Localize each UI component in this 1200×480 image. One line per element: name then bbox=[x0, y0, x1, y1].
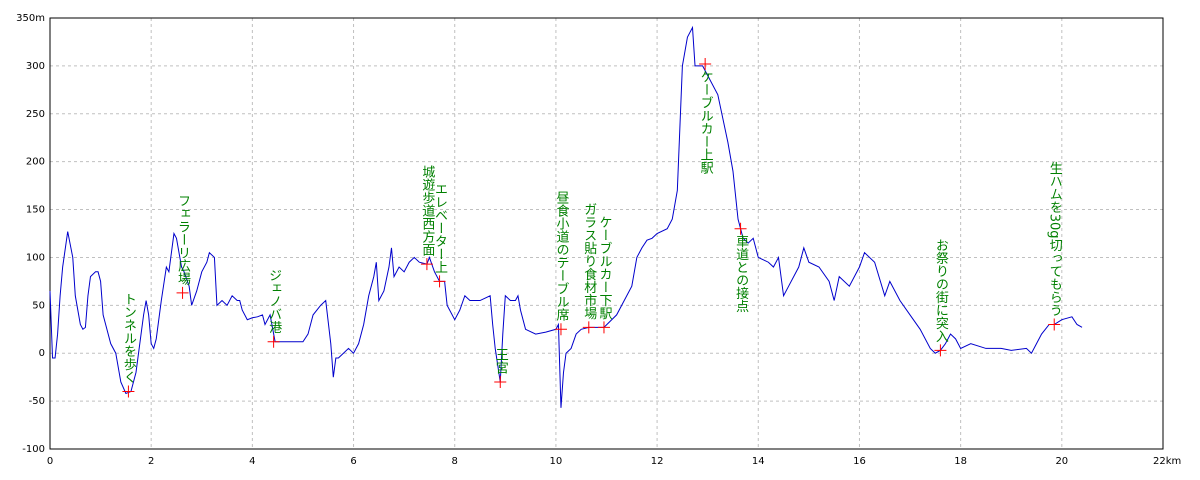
x-tick-label: 12 bbox=[651, 456, 664, 467]
y-tick-label: -50 bbox=[29, 396, 45, 407]
y-tick-label: -100 bbox=[22, 444, 45, 455]
annotation-marker bbox=[1048, 318, 1061, 331]
annotation-label: 車道との接点 bbox=[733, 235, 749, 313]
annotation-label: 城遊歩道西方面 bbox=[419, 165, 435, 256]
y-tick-label: 300 bbox=[26, 61, 45, 72]
annotation-label: ケーブルカー下駅 bbox=[596, 215, 612, 320]
y-tick-label: 150 bbox=[26, 205, 45, 216]
annotation-label: エレベーター上 bbox=[432, 182, 448, 273]
annotation-label: 王宮 bbox=[493, 348, 509, 374]
x-tick-label: 4 bbox=[249, 456, 255, 467]
x-tick-label: 2 bbox=[148, 456, 154, 467]
x-tick-label: 18 bbox=[954, 456, 967, 467]
x-tick-label: 14 bbox=[752, 456, 765, 467]
annotation-label: お祭りの街に突入 bbox=[933, 238, 949, 342]
annotation-label: ガラス貼り食材市場 bbox=[581, 202, 597, 319]
y-tick-label: 250 bbox=[26, 109, 45, 120]
x-tick-label: 0 bbox=[47, 456, 53, 467]
y-tick-label: 200 bbox=[26, 157, 45, 168]
annotation-label: フェラーリ広場 bbox=[175, 194, 191, 285]
x-tick-label: 10 bbox=[550, 456, 563, 467]
annotation-marker bbox=[433, 275, 446, 288]
x-tick-label: 20 bbox=[1055, 456, 1068, 467]
annotation-marker bbox=[597, 321, 610, 334]
annotation-marker bbox=[420, 258, 433, 271]
annotation-marker bbox=[582, 321, 595, 334]
y-tick-label: 350m bbox=[16, 13, 45, 24]
x-tick-label: 8 bbox=[452, 456, 458, 467]
annotation-label: 生ハムを30g切ってもらう bbox=[1047, 162, 1063, 317]
annotation-marker bbox=[494, 375, 507, 388]
annotation-marker bbox=[554, 323, 567, 336]
annotation-label: 昼食小道のテーブル席 bbox=[553, 191, 569, 321]
y-tick-label: 50 bbox=[32, 300, 45, 311]
plot-frame bbox=[49, 17, 1164, 450]
x-tick-label: 22km bbox=[1153, 456, 1181, 467]
x-tick-label: 6 bbox=[350, 456, 356, 467]
annotation-marker bbox=[699, 57, 712, 70]
annotation-marker bbox=[122, 385, 135, 398]
y-tick-label: 100 bbox=[26, 252, 45, 263]
elevation-line bbox=[49, 25, 1083, 408]
x-tick-label: 16 bbox=[853, 456, 866, 467]
annotation-marker bbox=[934, 344, 947, 357]
annotation-label: ジェノバ港 bbox=[266, 269, 282, 334]
annotation-marker bbox=[176, 286, 189, 299]
annotation-marker bbox=[267, 335, 280, 348]
annotation-marker bbox=[734, 222, 747, 235]
y-tick-label: 0 bbox=[39, 348, 45, 359]
annotation-label: トンネルを歩く bbox=[121, 293, 137, 384]
annotation-label: ケーブルカー上駅 bbox=[698, 70, 714, 175]
